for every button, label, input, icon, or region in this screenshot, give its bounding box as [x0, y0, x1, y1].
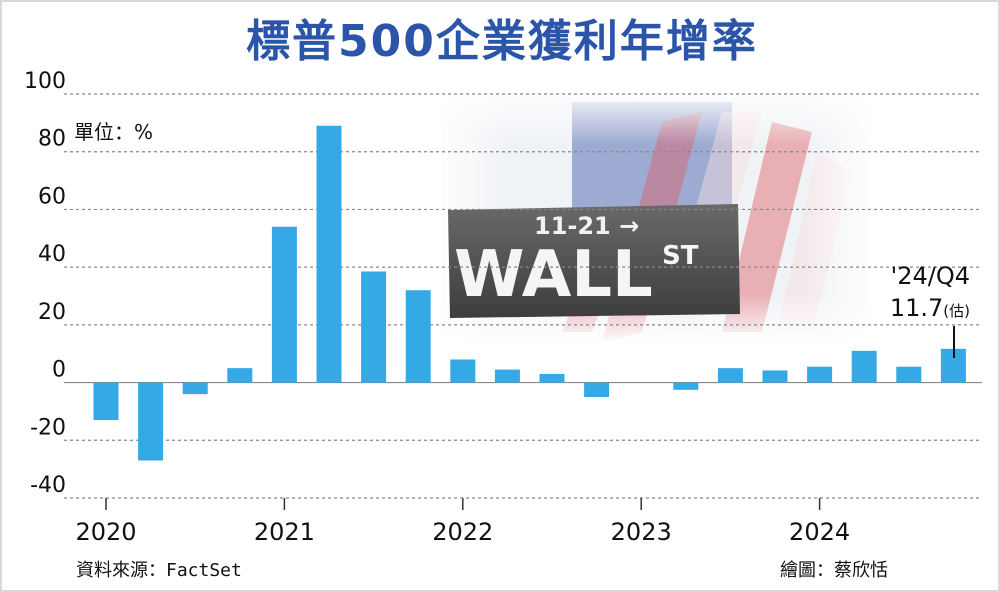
bar-2021Q3: [361, 271, 387, 383]
bar-2023Q3: [717, 368, 743, 383]
bar-2024Q2: [851, 350, 877, 383]
bar-2022Q3: [539, 373, 565, 383]
bar-2022Q1: [450, 359, 476, 383]
bar-2021Q4: [405, 290, 431, 383]
unit-label: 單位：%: [74, 120, 154, 144]
x-tick-label: 2023: [611, 518, 672, 546]
bar-2020Q1: [93, 382, 119, 421]
x-axis-ticks: 2020 2021 2022 2023 2024: [75, 498, 850, 546]
y-tick-label: 40: [38, 242, 66, 267]
y-axis-ticks: 100 80 60 40 20 0 -20 -40: [24, 69, 66, 498]
y-tick-label: 80: [38, 127, 66, 152]
bar-2023Q2: [673, 382, 699, 390]
x-tick-label: 2022: [432, 518, 493, 546]
y-tick-label: 20: [38, 300, 66, 325]
y-tick-label: -20: [30, 415, 66, 440]
gridlines: [64, 93, 982, 499]
bar-2023Q4: [762, 370, 788, 383]
bar-2021Q2: [316, 125, 342, 383]
bar-2024Q1: [807, 366, 833, 383]
bar-2020Q4: [227, 368, 253, 383]
x-tick-label: 2020: [75, 518, 136, 546]
sign-top-text: 11-21 →: [534, 212, 639, 240]
bars: [93, 125, 966, 461]
sign-suffix-text: ST: [662, 241, 699, 271]
y-tick-label: 60: [38, 184, 66, 209]
sign-street-text: WALL: [454, 238, 653, 312]
chart-title: 標普500企業獲利年增率: [246, 16, 758, 67]
x-tick-label: 2021: [254, 518, 315, 546]
x-tick-label: 2024: [789, 518, 850, 546]
callout-quarter: '24/Q4: [890, 262, 970, 290]
bar-2020Q3: [182, 382, 208, 395]
bar-2024Q3: [896, 366, 922, 383]
bar-2021Q1: [271, 226, 297, 383]
callout-value: 11.7: [889, 294, 944, 322]
bar-2022Q2: [494, 369, 520, 383]
y-tick-label: 100: [24, 69, 66, 94]
bar-2022Q4: [584, 382, 610, 397]
y-tick-label: -40: [30, 473, 66, 498]
callout-note: (估): [943, 302, 970, 320]
wall-st-sign: 11-21 → WALL ST: [448, 204, 740, 318]
last-value-callout: '24/Q4 11.7(估): [890, 260, 970, 327]
y-tick-label: 0: [52, 358, 66, 383]
credit-note: 繪圖：蔡欣恬: [780, 560, 888, 581]
bar-2020Q2: [138, 382, 164, 461]
source-note: 資料來源：FactSet: [76, 560, 242, 581]
